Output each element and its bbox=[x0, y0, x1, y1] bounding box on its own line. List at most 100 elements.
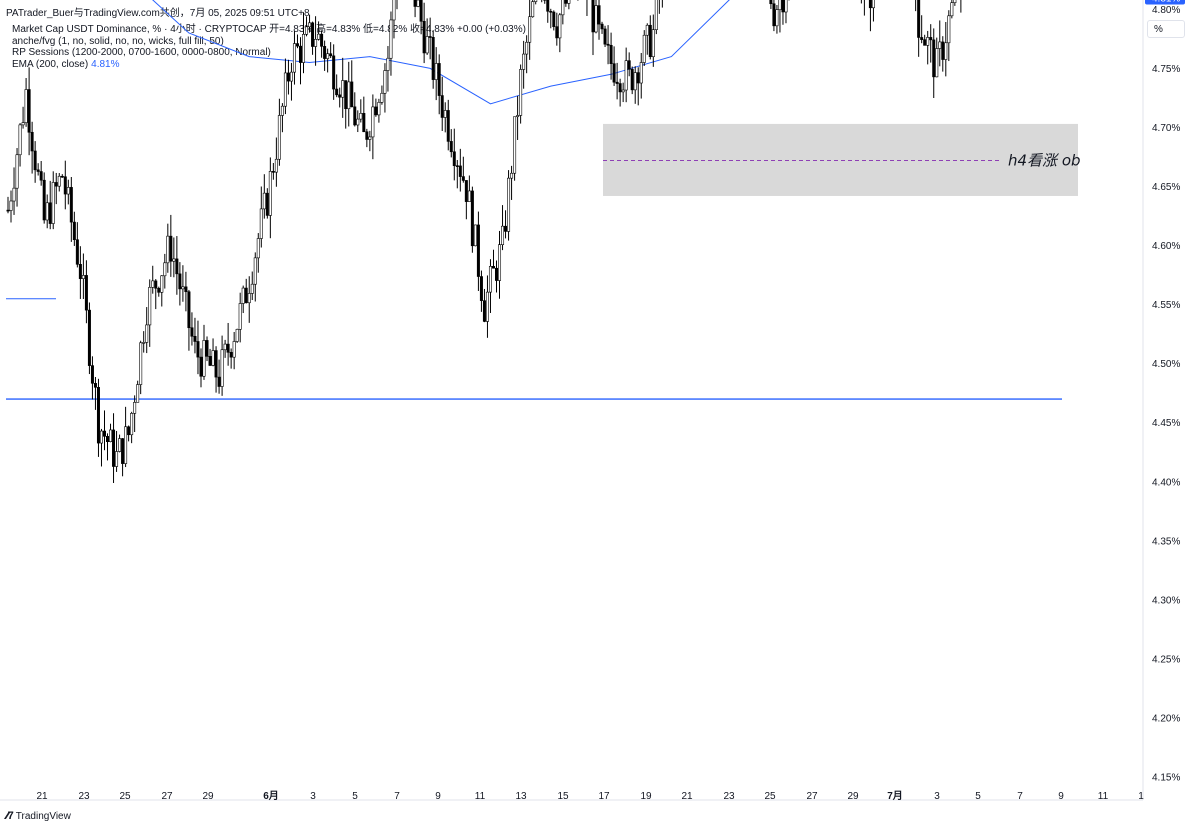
y-tick-label: 4.40% bbox=[1152, 477, 1180, 488]
candle-body bbox=[112, 429, 116, 467]
candle-body bbox=[36, 169, 40, 172]
candle-body bbox=[253, 257, 257, 285]
candle-body bbox=[305, 26, 309, 35]
candle-body bbox=[516, 115, 520, 118]
candle-body bbox=[476, 224, 480, 277]
candle-body bbox=[21, 122, 25, 126]
candle-body bbox=[87, 309, 91, 366]
candle-body bbox=[564, 0, 568, 4]
x-tick-label: 23 bbox=[78, 791, 90, 802]
scale-unit-button[interactable]: % bbox=[1147, 20, 1185, 38]
candle-body bbox=[519, 69, 523, 116]
candle-body bbox=[184, 286, 188, 293]
candle-body bbox=[308, 22, 312, 28]
candle-body bbox=[320, 33, 324, 47]
ema-line bbox=[152, 0, 730, 105]
x-tick-label: 21 bbox=[681, 791, 693, 802]
candle-body bbox=[374, 106, 378, 116]
candle-body bbox=[437, 63, 441, 96]
candle-body bbox=[944, 42, 948, 60]
ob-zone-layer: h4看涨 ob bbox=[603, 123, 1081, 196]
candle-body bbox=[332, 55, 336, 90]
y-tick-label: 4.35% bbox=[1152, 536, 1180, 547]
candle-body bbox=[482, 300, 486, 322]
candle-body bbox=[633, 72, 637, 91]
candle-body bbox=[600, 23, 604, 30]
candle-body bbox=[434, 63, 438, 80]
candle-body bbox=[359, 113, 363, 120]
candle-body bbox=[33, 150, 37, 171]
x-tick-label: 7月 bbox=[887, 790, 903, 802]
candle-body bbox=[317, 33, 321, 40]
candle-body bbox=[247, 293, 251, 304]
candle-body bbox=[953, 0, 957, 3]
symbol-ohlc-line[interactable]: Market Cap USDT Dominance, % · 4小时 · CRY… bbox=[12, 24, 526, 35]
candle-body bbox=[259, 208, 263, 239]
price-axis: 5.35%5.30%5.25%5.20%5.15%5.10%5.05%5.00%… bbox=[1145, 0, 1185, 784]
candle-body bbox=[69, 187, 73, 223]
x-tick-label: 5 bbox=[975, 791, 981, 802]
candle-body bbox=[558, 14, 562, 39]
x-tick-label: 27 bbox=[161, 791, 173, 802]
candle-body bbox=[63, 176, 67, 195]
ob-zone-box bbox=[603, 123, 1078, 196]
candle-body bbox=[211, 350, 215, 366]
candle-body bbox=[639, 62, 643, 84]
candle-body bbox=[549, 10, 553, 13]
candles-layer bbox=[6, 0, 962, 483]
candle-body bbox=[606, 43, 610, 46]
candle-body bbox=[491, 266, 495, 269]
candle-body bbox=[241, 287, 245, 304]
candle-body bbox=[283, 72, 287, 107]
candle-body bbox=[250, 283, 254, 294]
candle-body bbox=[298, 45, 302, 63]
candle-body bbox=[522, 53, 526, 70]
indicator-ema[interactable]: EMA (200, close) 4.81% bbox=[12, 59, 526, 71]
candle-body bbox=[950, 2, 954, 17]
candle-body bbox=[555, 26, 559, 39]
candle-body bbox=[12, 187, 16, 202]
candle-body bbox=[648, 24, 652, 58]
candle-body bbox=[347, 81, 351, 110]
candle-body bbox=[226, 343, 230, 353]
x-tick-label: 3 bbox=[934, 791, 940, 802]
candle-body bbox=[9, 200, 13, 211]
candle-body bbox=[546, 0, 550, 12]
candle-body bbox=[220, 349, 224, 387]
indicator-sessions[interactable]: RP Sessions (1200-2000, 0700-1600, 0000-… bbox=[12, 47, 271, 58]
candle-body bbox=[142, 342, 146, 344]
candle-body bbox=[504, 225, 508, 232]
candle-body bbox=[470, 190, 474, 247]
candle-body bbox=[27, 89, 31, 133]
candle-body bbox=[118, 438, 122, 452]
tradingview-logo-icon: ⁄⁄7 bbox=[6, 810, 14, 822]
candle-body bbox=[229, 352, 233, 358]
candle-body bbox=[636, 72, 640, 84]
candle-body bbox=[344, 80, 348, 110]
candle-body bbox=[498, 244, 502, 281]
candle-body bbox=[54, 182, 58, 187]
x-tick-label: 1 bbox=[1138, 791, 1144, 802]
candle-body bbox=[371, 106, 375, 138]
candle-body bbox=[148, 287, 152, 326]
candle-body bbox=[871, 0, 875, 9]
candle-body bbox=[193, 335, 197, 342]
x-tick-label: 11 bbox=[475, 791, 486, 802]
candle-body bbox=[326, 53, 330, 59]
candle-body bbox=[781, 0, 785, 13]
tradingview-footer[interactable]: ⁄⁄7 TradingView bbox=[6, 810, 71, 822]
candle-body bbox=[39, 171, 43, 181]
candle-body bbox=[624, 60, 628, 91]
candle-body bbox=[314, 39, 318, 47]
candle-body bbox=[473, 224, 477, 247]
candle-body bbox=[106, 436, 110, 442]
candle-body bbox=[422, 20, 426, 54]
candle-body bbox=[90, 365, 94, 384]
indicator-fvg[interactable]: anche/fvg (1, no, solid, no, no, wicks, … bbox=[12, 35, 224, 47]
candle-body bbox=[443, 110, 447, 118]
candle-body bbox=[567, 0, 571, 4]
x-tick-label: 6月 bbox=[263, 790, 279, 802]
candle-body bbox=[926, 37, 930, 46]
ema-layer bbox=[152, 0, 730, 105]
